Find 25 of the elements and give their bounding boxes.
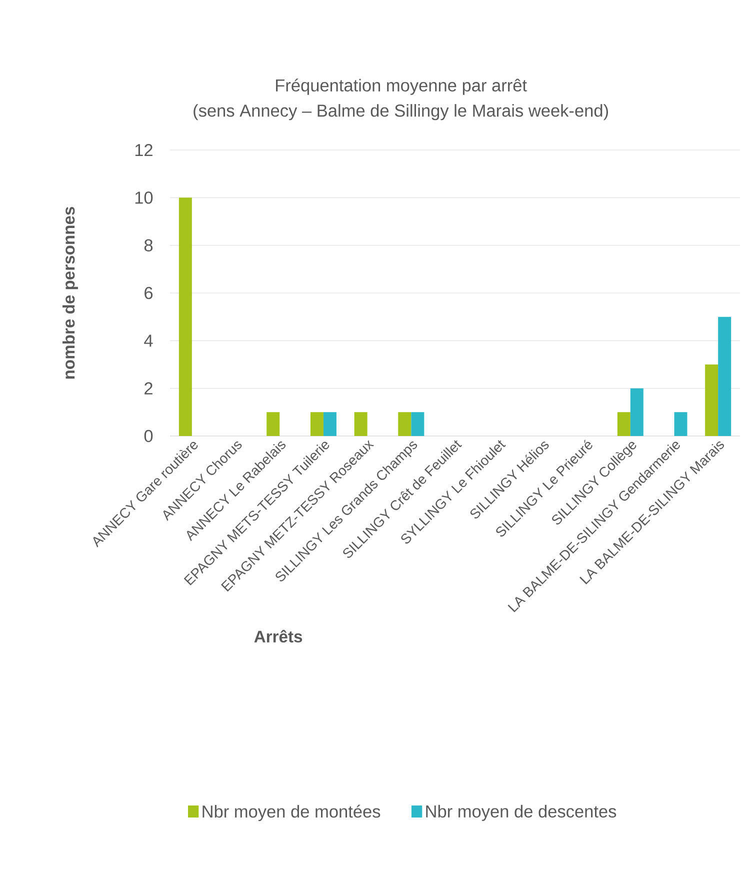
y-axis-title: nombre de personnes <box>62 206 78 379</box>
bar <box>674 412 688 436</box>
bar <box>323 412 336 436</box>
bar <box>630 388 644 436</box>
bar <box>354 412 368 436</box>
y-tick-label: 4 <box>144 334 153 347</box>
bar <box>411 412 424 436</box>
y-tick-label: 0 <box>144 430 153 442</box>
y-tick-label: 12 <box>135 144 152 156</box>
bar <box>310 412 324 436</box>
bar <box>705 364 718 436</box>
legend-label: Nbr moyen de descentes <box>426 804 616 821</box>
bar <box>178 198 192 436</box>
y-tick-label: 10 <box>135 192 153 204</box>
bar <box>617 412 630 436</box>
bar <box>398 412 412 436</box>
bar <box>718 316 732 436</box>
y-tick-label: 6 <box>144 286 153 300</box>
legend-label: Nbr moyen de montées <box>202 804 380 822</box>
chart-subtitle: (sens Annecy – Balme de Sillingy le Marais week-end) <box>194 104 608 120</box>
chart-title: Fréquentation moyenne par arrêt <box>276 78 527 95</box>
bar <box>266 412 280 436</box>
y-tick-label: 8 <box>144 239 153 252</box>
x-axis-title: Arrêts <box>254 630 302 642</box>
y-tick-label: 2 <box>144 382 152 394</box>
